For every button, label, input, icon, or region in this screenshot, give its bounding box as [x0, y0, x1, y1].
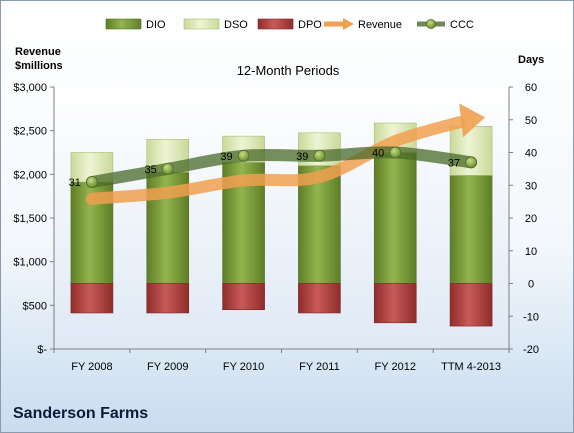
revenue-point-0	[90, 197, 93, 200]
x-tick-label-1: FY 2009	[147, 361, 188, 373]
bar-dpo-1	[146, 283, 190, 314]
ccc-point-2	[237, 149, 250, 162]
y-right-tick-label-0: -20	[523, 344, 539, 356]
ccc-point-1	[161, 162, 174, 175]
y-right-tick-label-8: 60	[525, 82, 537, 94]
bar-dpo-3	[298, 283, 341, 314]
y-left-tick-label-3: $1,500	[13, 213, 47, 225]
legend-swatch-revenue-arrowhead	[343, 18, 354, 30]
bar-dpo-4	[373, 283, 417, 324]
ccc-point-4	[389, 146, 402, 159]
bar-dpo-2	[222, 283, 265, 311]
axes-layer: $- $500 $1,000 $1,500 $2,000 $2,500 $3,000 -20 -…	[13, 82, 539, 373]
y-left-tick-label-4: $2,000	[13, 169, 47, 181]
x-tick-label-2: FY 2010	[223, 361, 264, 373]
lines-layer: 31 35 39 39 40 37	[69, 103, 486, 205]
revenue-line	[85, 116, 466, 205]
legend: DIO DSO DPO Revenue CCC	[105, 18, 474, 31]
chart-title: 12-Month Periods	[237, 63, 340, 78]
company-name: Sanderson Farms	[13, 405, 149, 422]
bar-dpo-5	[449, 283, 493, 327]
y-right-tick-label-3: 10	[525, 246, 537, 258]
ccc-data-label-3: 39	[296, 151, 308, 163]
y-right-tick-label-2: 0	[528, 279, 534, 291]
x-tick-label-4: FY 2012	[375, 361, 416, 373]
legend-label-dpo: DPO	[298, 19, 322, 31]
ccc-point-3	[313, 149, 326, 162]
bar-dpo-0	[70, 283, 114, 314]
y-left-tick-label-5: $2,500	[13, 126, 47, 138]
y-left-tick-label-1: $500	[23, 300, 47, 312]
y-right-tick-label-7: 50	[525, 115, 537, 127]
y-right-tick-label-1: -10	[523, 311, 539, 323]
x-tick-label-0: FY 2008	[71, 361, 112, 373]
ccc-data-label-0: 31	[69, 177, 81, 189]
revenue-point-3	[318, 175, 321, 178]
y-left-label-line1: Revenue	[15, 46, 61, 58]
legend-swatch-dio	[105, 18, 142, 30]
y-left-tick-label-2: $1,000	[13, 257, 47, 269]
y-left-tick-label-6: $3,000	[13, 82, 47, 94]
x-tick-label-5: TTM 4-2013	[441, 361, 501, 373]
y-left-tick-label-0: $-	[37, 344, 47, 356]
legend-swatch-ccc-marker	[426, 19, 436, 29]
y-right-tick-label-6: 40	[525, 148, 537, 160]
revenue-point-1	[166, 191, 169, 194]
ccc-line	[85, 146, 478, 188]
ccc-data-label-2: 39	[220, 151, 232, 163]
revenue-point-2	[242, 179, 245, 182]
ccc-data-label-4: 40	[372, 148, 384, 160]
legend-label-dso: DSO	[224, 19, 248, 31]
legend-swatch-dso	[183, 18, 220, 30]
ccc-data-label-5: 37	[448, 157, 460, 169]
legend-label-dio: DIO	[146, 19, 166, 31]
bar-dio-5	[449, 175, 493, 284]
y-left-label-line2: $millions	[15, 60, 63, 72]
revenue-point-5	[470, 118, 473, 121]
x-tick-label-3: FY 2011	[299, 361, 340, 373]
ccc-point-5	[465, 156, 477, 169]
y-left-axis-label: Revenue $millions	[15, 46, 63, 72]
y-right-tick-label-4: 20	[525, 213, 537, 225]
revenue-arrowhead	[459, 103, 486, 138]
legend-label-revenue: Revenue	[358, 19, 402, 31]
y-right-tick-label-5: 30	[525, 180, 537, 192]
legend-label-ccc: CCC	[450, 19, 474, 31]
revenue-point-4	[394, 140, 397, 143]
ccc-point-0	[86, 176, 98, 188]
y-right-axis-label: Days	[518, 54, 544, 66]
ccc-data-label-1: 35	[145, 164, 157, 176]
bar-dio-4	[373, 152, 417, 284]
legend-swatch-dpo	[257, 18, 294, 30]
